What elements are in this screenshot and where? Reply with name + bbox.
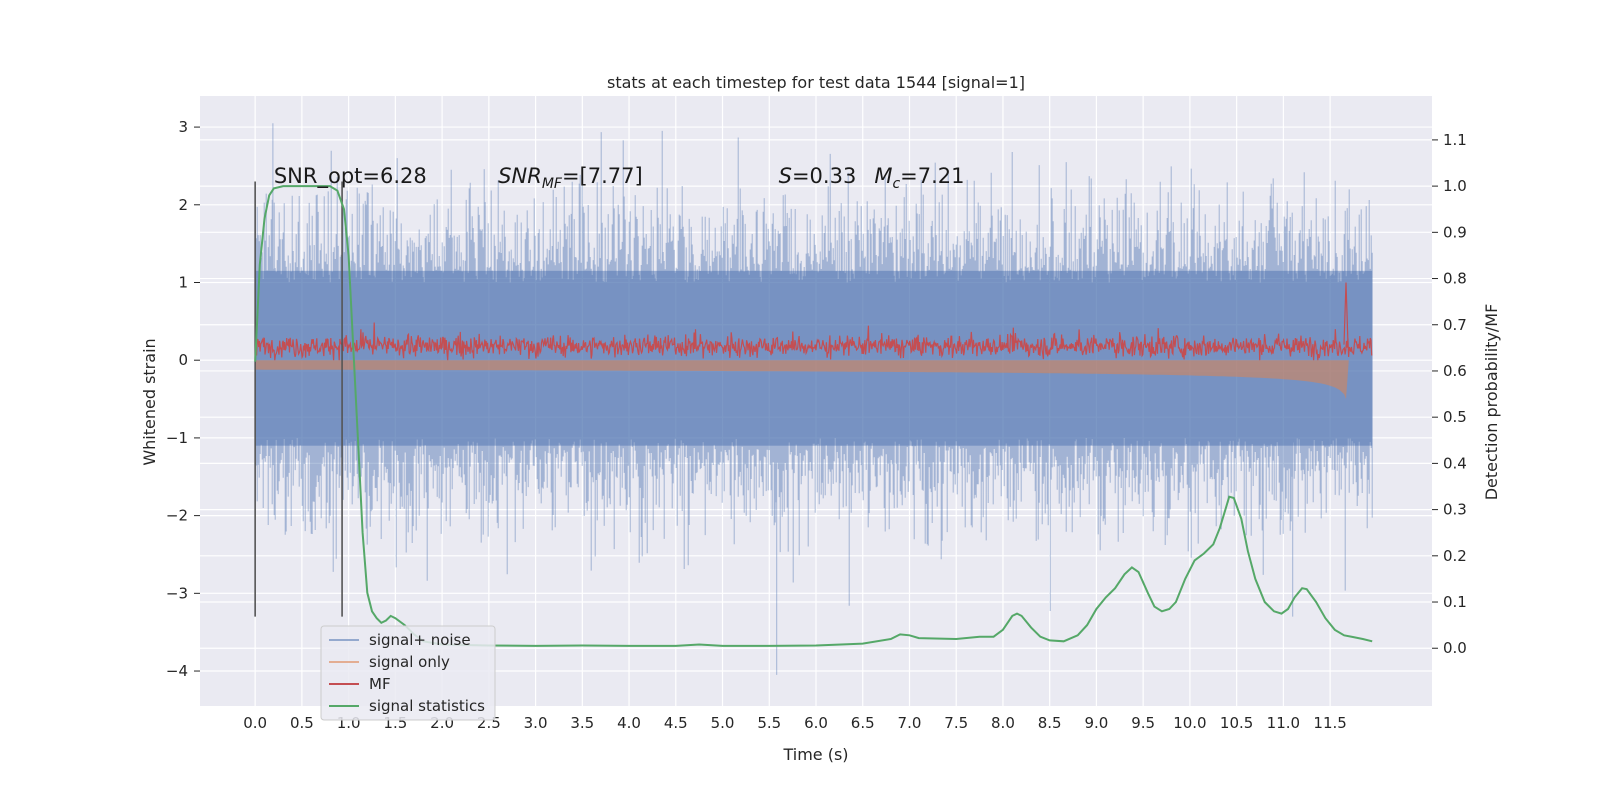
y-tick-label: −1 (166, 429, 188, 447)
mf-series (254, 282, 1373, 361)
x-tick-label: 4.0 (617, 714, 641, 732)
annotations: SNR_opt=6.28 SNRMF=[7.77] S=0.33 Mc=7.21 (274, 164, 965, 192)
signal-noise-core (255, 270, 1373, 446)
x-tick-label: 10.5 (1220, 714, 1253, 732)
signal-noise-series (254, 123, 1373, 675)
x-tick-label: 6.5 (851, 714, 875, 732)
y2-tick-label: 0.5 (1443, 408, 1467, 426)
annotation-snr-mf-subscript: MF (542, 176, 563, 192)
x-axis-ticks: 0.0 0.5 1.0 1.5 2.0 2.5 3.0 3.5 4.0 4.5 5.0 5.5 6.0 6… (243, 714, 1347, 732)
y2-tick-label: 0.0 (1443, 639, 1467, 657)
vertical-markers (254, 181, 343, 617)
signal-only-series (255, 360, 1349, 400)
x-tick-label: 9.5 (1131, 714, 1155, 732)
legend-label-signal-only: signal only (369, 653, 450, 671)
y-tick-label: 2 (178, 196, 188, 214)
x-tick-label: 3.0 (524, 714, 548, 732)
x-tick-label: 5.0 (711, 714, 735, 732)
legend-box (320, 625, 496, 721)
series-layer (254, 123, 1373, 675)
legend-label-mf: MF (369, 675, 391, 693)
annotation-spin-mc: S=0.33 Mc=7.21 (779, 164, 965, 192)
y-axis-label: Whitened strain (140, 338, 159, 465)
x-tick-label: 7.0 (898, 714, 922, 732)
x-tick-label: 11.5 (1313, 714, 1346, 732)
y2-axis-ticks: 1.1 1.0 0.9 0.8 0.7 0.6 0.5 0.4 0.3 0.2 0.1 0.0 (1432, 131, 1467, 657)
x-tick-label: 7.5 (944, 714, 968, 732)
y-tick-label: 1 (178, 273, 188, 291)
y2-tick-label: 0.4 (1443, 454, 1467, 472)
annotation-mc-symbol: M (874, 164, 892, 188)
y-tick-label: 3 (178, 118, 188, 136)
x-tick-label: 6.0 (804, 714, 828, 732)
annotation-spin-symbol: S (779, 164, 792, 188)
y-tick-label: −2 (166, 507, 188, 525)
y2-tick-label: 1.1 (1443, 131, 1467, 149)
x-tick-label: 0.0 (243, 714, 267, 732)
y-axis-ticks: 3 2 1 0 −1 −2 −3 −4 (166, 118, 200, 680)
x-tick-label: 5.5 (757, 714, 781, 732)
y2-tick-label: 0.8 (1443, 270, 1467, 288)
annotation-snr-mf: SNRMF=[7.77] (498, 164, 643, 192)
y2-tick-label: 0.1 (1443, 593, 1467, 611)
signal-statistics-series (254, 185, 1373, 647)
y-tick-label: −4 (166, 662, 188, 680)
annotation-snr-opt: SNR_opt=6.28 (274, 164, 427, 189)
y2-tick-label: 0.6 (1443, 362, 1467, 380)
chart-title: stats at each timestep for test data 154… (607, 73, 1025, 92)
y2-tick-label: 0.3 (1443, 501, 1467, 519)
x-tick-label: 9.0 (1084, 714, 1108, 732)
x-tick-label: 0.5 (290, 714, 314, 732)
annotation-mc-value: =7.21 (900, 164, 964, 188)
annotation-snr-mf-symbol: SNR (498, 164, 542, 188)
annotation-snr-mf-value: =[7.77] (562, 164, 643, 188)
y2-tick-label: 0.7 (1443, 316, 1467, 334)
x-tick-label: 3.5 (570, 714, 594, 732)
legend: signal+ noise signal only MF signal stat… (320, 625, 496, 721)
y2-tick-label: 1.0 (1443, 177, 1467, 195)
x-tick-label: 10.0 (1173, 714, 1206, 732)
x-tick-label: 11.0 (1267, 714, 1300, 732)
legend-label-signal-noise: signal+ noise (369, 631, 471, 649)
legend-label-signal-statistics: signal statistics (369, 697, 485, 715)
annotation-mc-subscript: c (892, 176, 900, 192)
y-tick-label: −3 (166, 584, 188, 602)
annotation-spin-value: =0.33 (792, 164, 856, 188)
y2-axis-label: Detection probability/MF (1482, 304, 1501, 501)
x-tick-label: 4.5 (664, 714, 688, 732)
y-tick-label: 0 (178, 351, 188, 369)
x-tick-label: 8.5 (1038, 714, 1062, 732)
y2-tick-label: 0.2 (1443, 547, 1467, 565)
y2-tick-label: 0.9 (1443, 223, 1467, 241)
x-axis-label: Time (s) (782, 745, 848, 764)
x-tick-label: 8.0 (991, 714, 1015, 732)
